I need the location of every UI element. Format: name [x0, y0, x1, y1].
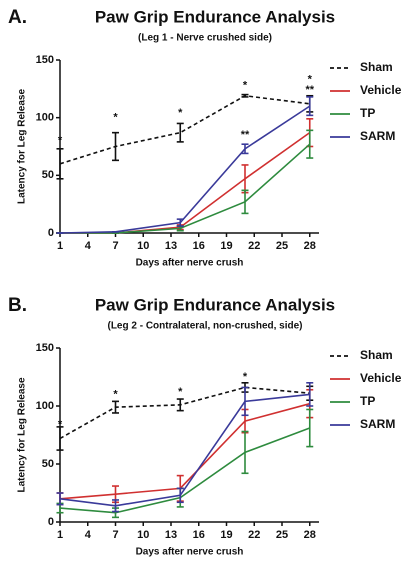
y-tick-label: 0 [48, 227, 54, 239]
x-tick-label: 22 [248, 529, 260, 541]
series-line [60, 143, 311, 234]
error-bar [176, 398, 184, 412]
error-bar [306, 381, 314, 407]
error-bar [176, 218, 184, 227]
series-line [59, 94, 310, 165]
annotation: * [58, 418, 63, 430]
error-bar [241, 430, 249, 475]
error-bar [176, 122, 184, 143]
x-tick-label: 1 [57, 240, 63, 252]
error-bar [176, 487, 184, 504]
error-bar [241, 143, 249, 155]
error-bar [241, 164, 249, 194]
legend-label: Sham [360, 348, 393, 362]
series-line [59, 427, 311, 514]
y-axis-label: Latency for Leg Release [17, 89, 28, 204]
x-tick-label: 7 [112, 240, 118, 252]
annotation: * [243, 79, 248, 91]
x-tick-label: 13 [165, 240, 177, 252]
legend-label: TP [360, 106, 375, 120]
error-bar [306, 96, 314, 117]
x-tick-label: 16 [193, 240, 205, 252]
y-tick-label: 150 [36, 54, 54, 66]
annotation: * [58, 135, 63, 147]
legend-label: SARM [360, 417, 395, 431]
annotation: * [178, 386, 183, 398]
x-tick-label: 4 [85, 529, 92, 541]
y-tick-label: 100 [36, 112, 54, 124]
legend-label: Vehicle [360, 83, 402, 97]
panel-label: A. [8, 7, 27, 28]
annotation: * [113, 388, 118, 400]
error-bar [56, 492, 64, 506]
error-bar [306, 129, 314, 159]
error-bar [112, 499, 119, 513]
y-tick-label: 150 [36, 342, 54, 354]
chart-title: Paw Grip Endurance Analysis [95, 7, 335, 26]
error-bar [56, 426, 64, 451]
x-tick-label: 16 [193, 529, 205, 541]
x-tick-label: 10 [137, 240, 149, 252]
y-tick-label: 50 [42, 169, 54, 181]
series-line [59, 105, 311, 234]
x-tick-label: 7 [112, 529, 118, 541]
x-tick-label: 28 [304, 529, 316, 541]
annotation: ** [241, 129, 250, 141]
x-tick-label: 28 [304, 240, 316, 252]
legend-label: Vehicle [360, 371, 402, 385]
legend-label: Sham [360, 60, 393, 74]
error-bar [241, 93, 249, 98]
legend-label: SARM [360, 129, 395, 143]
annotation: * [308, 74, 313, 86]
error-bar [112, 131, 119, 162]
legend-label: TP [360, 394, 375, 408]
y-tick-label: 0 [48, 516, 54, 528]
x-tick-label: 1 [57, 529, 63, 541]
x-tick-label: 25 [276, 529, 288, 541]
x-tick-label: 4 [85, 240, 92, 252]
x-axis-label: Days after nerve crush [136, 258, 244, 269]
annotation: * [243, 371, 248, 383]
chart-subtitle: (Leg 1 - Nerve crushed side) [138, 33, 272, 44]
annotation: ** [305, 84, 314, 96]
annotation: * [178, 107, 183, 119]
x-tick-label: 13 [165, 529, 177, 541]
chart-subtitle: (Leg 2 - Contralateral, non-crushed, sid… [107, 321, 302, 332]
x-tick-label: 25 [276, 240, 288, 252]
x-tick-label: 10 [137, 529, 149, 541]
x-tick-label: 19 [220, 529, 232, 541]
x-axis-label: Days after nerve crush [136, 547, 244, 558]
panel-label: B. [8, 295, 27, 316]
x-tick-label: 22 [248, 240, 260, 252]
error-bar [306, 408, 314, 448]
error-bar [56, 148, 64, 180]
y-axis-label: Latency for Leg Release [17, 377, 28, 492]
error-bar [112, 400, 119, 414]
y-tick-label: 50 [42, 458, 54, 470]
error-bar [241, 189, 249, 215]
series-line [59, 393, 310, 507]
annotation: * [113, 112, 118, 124]
error-bar [241, 386, 249, 417]
x-tick-label: 19 [220, 240, 232, 252]
chart-title: Paw Grip Endurance Analysis [95, 295, 335, 314]
y-tick-label: 100 [36, 400, 54, 412]
